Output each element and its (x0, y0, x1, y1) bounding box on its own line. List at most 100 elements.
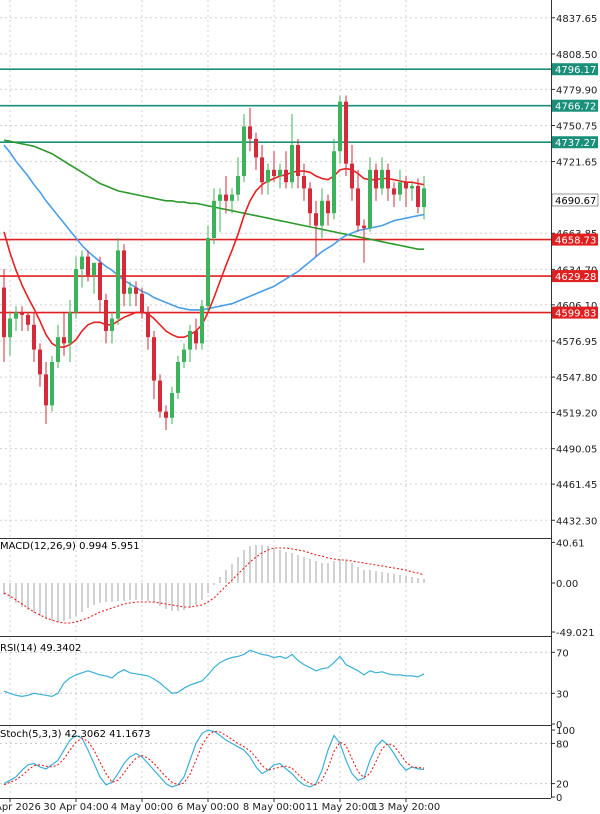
y-tick-label: 4808.50 (556, 50, 597, 61)
level-tag (552, 233, 598, 246)
y-tick-label: 4576.95 (556, 337, 597, 348)
candle-body (176, 361, 180, 393)
candle-body (290, 145, 294, 183)
candle-body (398, 182, 402, 195)
y-tick-label: 4837.65 (556, 14, 597, 25)
candle-body (224, 194, 228, 201)
current-price-label: 4690.67 (555, 196, 596, 207)
candle-body (14, 312, 18, 319)
level-tag (552, 270, 598, 283)
x-tick-label: 11 May 20:00 (306, 802, 375, 813)
candle-body (182, 349, 186, 362)
candle-body (122, 250, 126, 294)
candle-body (260, 157, 264, 183)
candle-body (206, 238, 210, 307)
level-tag (552, 306, 598, 319)
stoch-tick-label: 20 (556, 780, 569, 791)
macd-tick-label: 0.00 (556, 579, 578, 590)
level-tag-label: 4629.28 (555, 272, 596, 283)
candle-body (272, 169, 276, 177)
y-tick-label: 4490.05 (556, 445, 597, 456)
y-tick-label: 4721.65 (556, 158, 597, 169)
candle-body (422, 188, 426, 208)
candle-body (332, 151, 336, 214)
candle-body (200, 306, 204, 344)
candle-body (320, 200, 324, 226)
candle-body (344, 101, 348, 164)
candle-body (128, 287, 132, 294)
level-tag-label: 4737.27 (555, 138, 596, 149)
candle-body (86, 256, 90, 276)
current-price-tag (551, 193, 599, 207)
level-tag-label: 4796.17 (555, 65, 596, 76)
x-tick-label: 28 Apr 2026 (0, 802, 41, 813)
candle-body (134, 287, 138, 294)
ma-blue-line (3, 144, 425, 311)
candle-body (2, 287, 6, 338)
candle-body (326, 200, 330, 214)
candle-body (296, 145, 300, 177)
candle-body (404, 182, 408, 189)
level-tag-label: 4658.73 (555, 236, 596, 247)
candle-body (380, 169, 384, 189)
candle-body (416, 185, 420, 208)
candle-body (386, 169, 390, 189)
rsi-label: RSI(14) 49.3402 (0, 643, 82, 654)
candle-body (8, 318, 12, 338)
candle-body (26, 314, 30, 325)
x-tick-label: 6 May 00:00 (177, 802, 239, 813)
candle-body (44, 374, 48, 406)
candle-body (80, 256, 84, 269)
candle-body (368, 169, 372, 229)
candle-body (32, 324, 36, 350)
candle-body (410, 185, 414, 189)
y-tick-label: 4432.30 (556, 516, 597, 527)
y-tick-label: 4606.10 (556, 301, 597, 312)
y-tick-label: 4779.90 (556, 85, 597, 96)
candle-body (188, 330, 192, 350)
candle-body (362, 225, 366, 229)
candle-body (218, 194, 222, 201)
stoch-d-line (3, 730, 425, 786)
stoch-tick-label: 100 (556, 726, 575, 737)
x-tick-label: 8 May 00:00 (243, 802, 305, 813)
candle-body (152, 337, 156, 381)
candle-body (68, 312, 72, 344)
candle-body (212, 200, 216, 239)
candle-body (20, 312, 24, 315)
candle-body (314, 213, 318, 226)
candle-body (104, 299, 108, 331)
candle-body (116, 250, 120, 319)
macd-label: MACD(12,26,9) 0.994 5.951 (0, 541, 140, 552)
candle-body (338, 101, 342, 152)
candle-body (350, 163, 354, 189)
rsi-line (3, 649, 425, 698)
candle-body (266, 169, 270, 183)
level-tag (552, 136, 598, 149)
candle-body (284, 169, 288, 183)
stoch-tick-label: 80 (556, 739, 569, 750)
level-tag (552, 99, 598, 112)
rsi-tick-label: 0 (556, 720, 562, 731)
candle-body (74, 269, 78, 313)
stoch-label: Stoch(5,3,3) 42.3062 41.1673 (0, 729, 151, 740)
macd-signal-line (3, 547, 425, 624)
rsi-tick-label: 30 (556, 689, 569, 700)
candle-body (302, 176, 306, 189)
x-tick-label: 30 Apr 04:00 (43, 802, 108, 813)
y-tick-label: 4547.80 (556, 373, 597, 384)
candle-body (92, 262, 96, 276)
stoch-k-line (3, 729, 425, 788)
candle-body (236, 176, 240, 195)
level-tag-label: 4599.83 (555, 309, 596, 320)
x-tick-label: 13 May 20:00 (372, 802, 441, 813)
macd-tick-label: 40.61 (556, 538, 585, 549)
y-tick-label: 4750.75 (556, 122, 597, 133)
candle-body (308, 188, 312, 214)
candle-body (230, 194, 234, 201)
candle-body (158, 380, 162, 412)
candle-body (56, 337, 60, 362)
candle-body (242, 126, 246, 177)
candle-body (140, 293, 144, 313)
